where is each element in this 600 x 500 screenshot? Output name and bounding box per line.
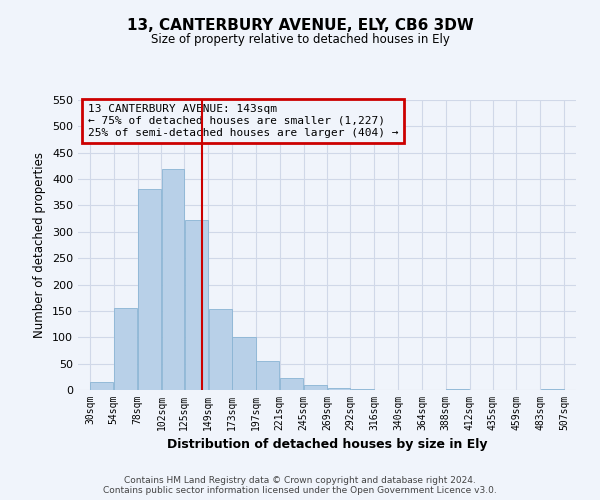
Bar — [232, 338, 256, 390]
Text: 13 CANTERBURY AVENUE: 143sqm
← 75% of detached houses are smaller (1,227)
25% of: 13 CANTERBURY AVENUE: 143sqm ← 75% of de… — [88, 104, 398, 138]
Bar — [280, 378, 303, 390]
Y-axis label: Number of detached properties: Number of detached properties — [34, 152, 46, 338]
Bar — [256, 361, 280, 390]
Bar — [328, 388, 350, 390]
Bar — [162, 168, 184, 390]
Text: Size of property relative to detached houses in Ely: Size of property relative to detached ho… — [151, 32, 449, 46]
X-axis label: Distribution of detached houses by size in Ely: Distribution of detached houses by size … — [167, 438, 487, 452]
Text: 13, CANTERBURY AVENUE, ELY, CB6 3DW: 13, CANTERBURY AVENUE, ELY, CB6 3DW — [127, 18, 473, 32]
Bar — [209, 310, 232, 390]
Bar — [304, 384, 327, 390]
Bar — [185, 220, 208, 390]
Bar — [114, 308, 137, 390]
Bar — [91, 382, 113, 390]
Bar — [138, 188, 161, 390]
Text: Contains HM Land Registry data © Crown copyright and database right 2024.
Contai: Contains HM Land Registry data © Crown c… — [103, 476, 497, 495]
